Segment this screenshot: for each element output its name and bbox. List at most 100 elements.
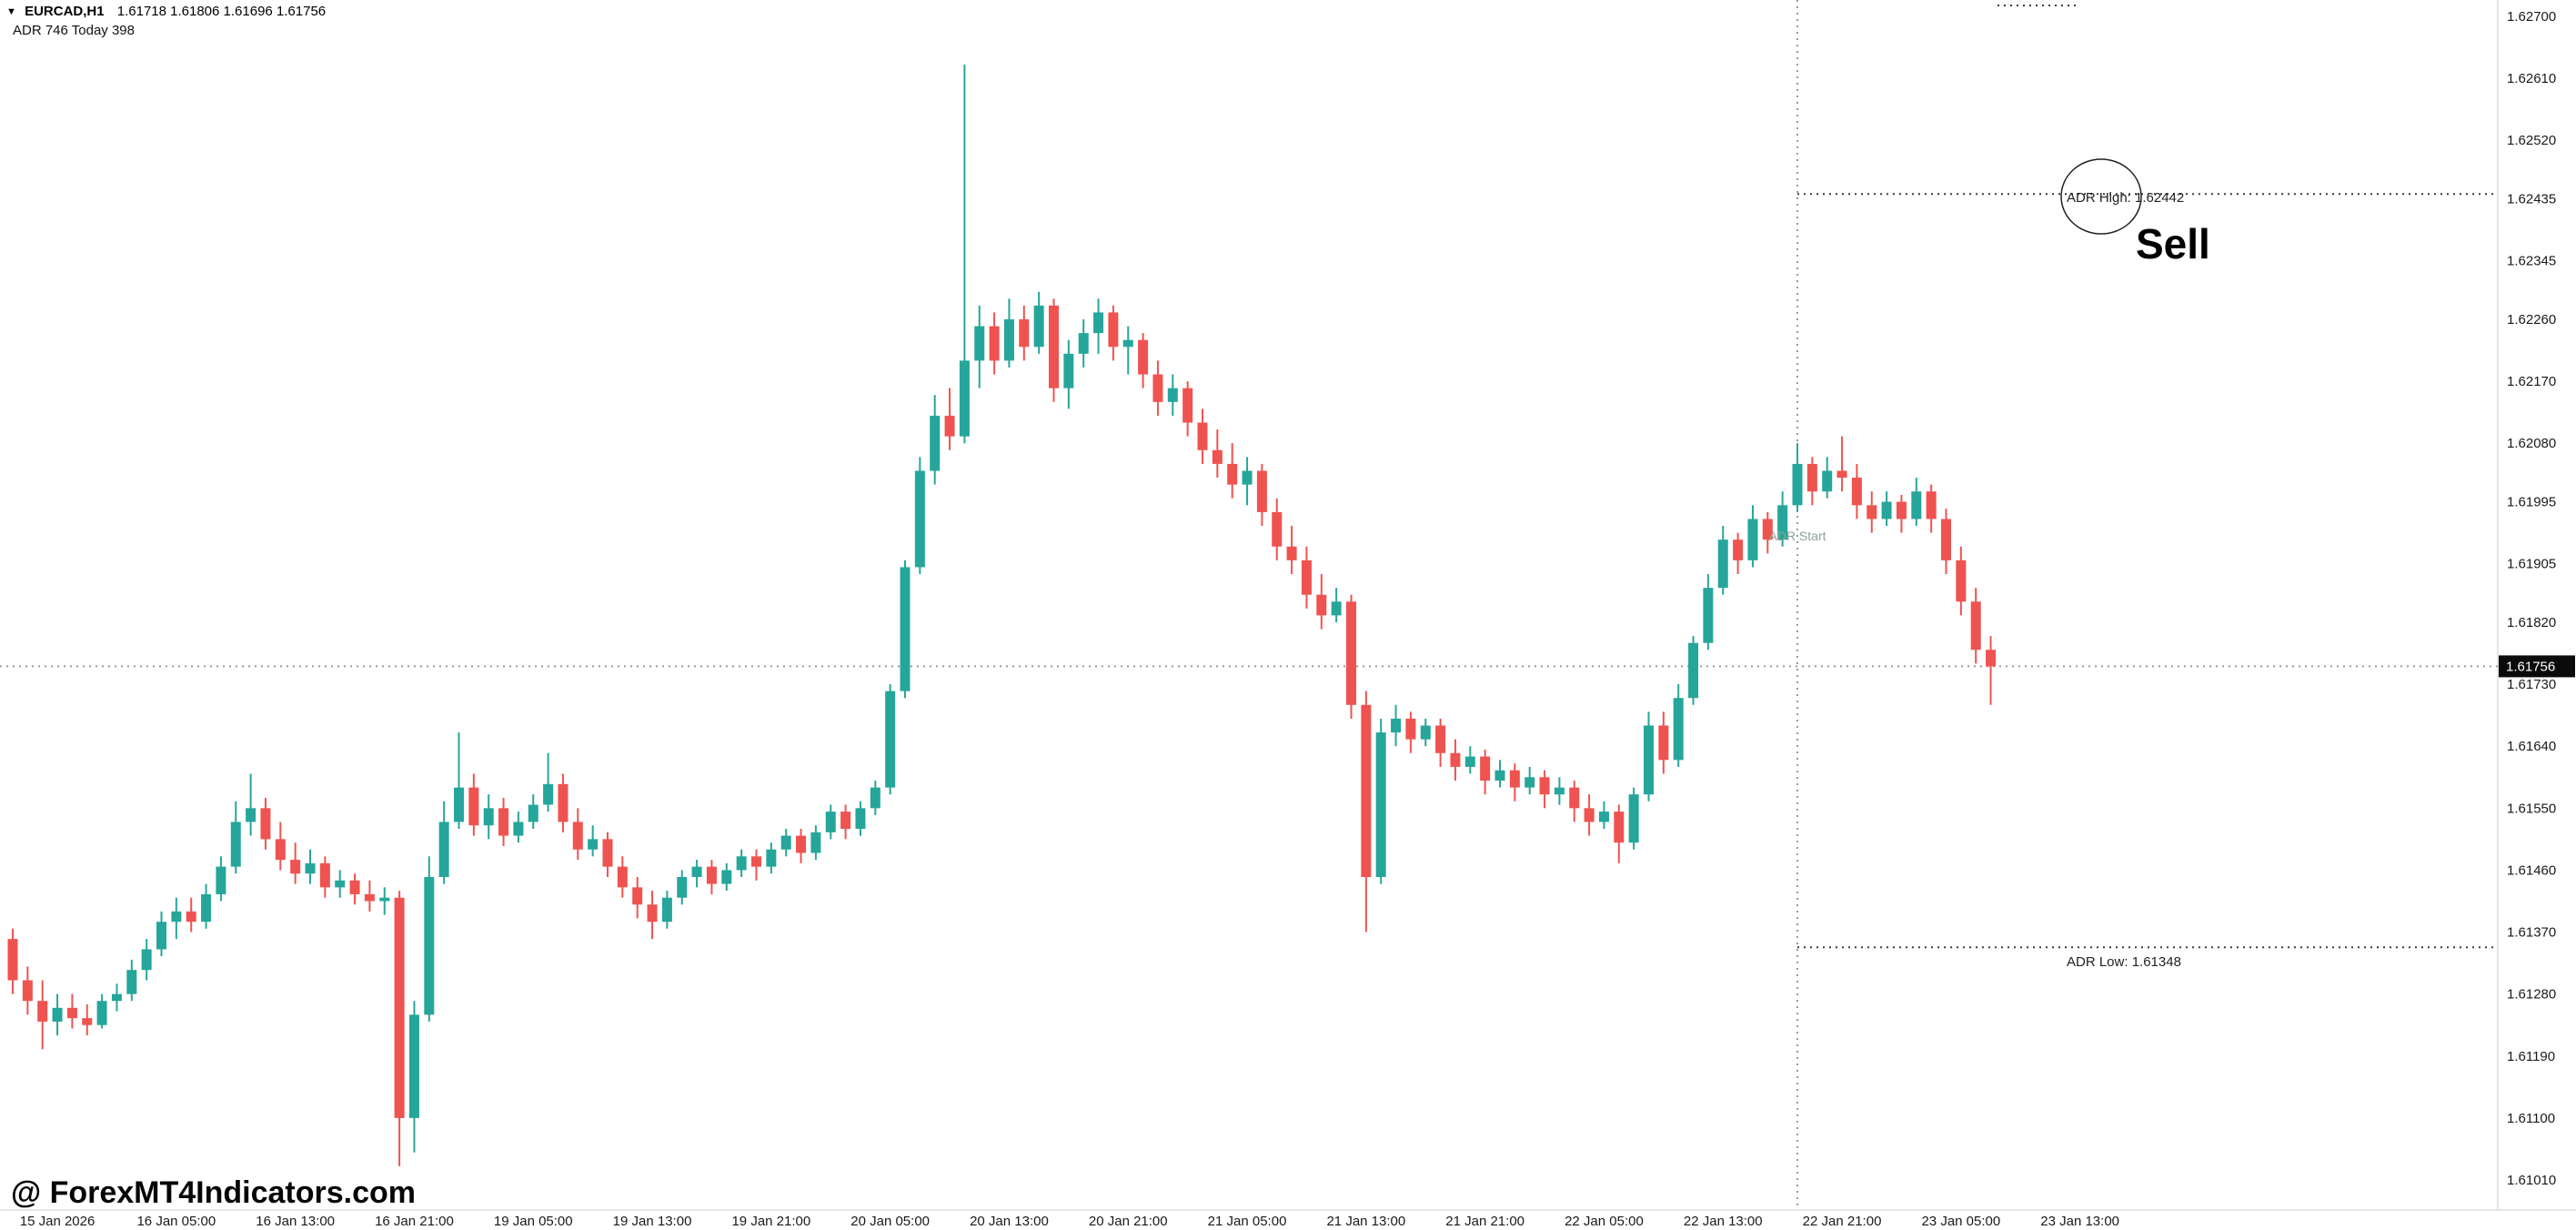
price-axis-label: 1.61640 bbox=[2507, 739, 2556, 754]
candle-body bbox=[1435, 725, 1446, 753]
candle bbox=[468, 773, 479, 836]
candle-body bbox=[825, 812, 836, 832]
candle-body bbox=[1747, 519, 1758, 560]
candle-body bbox=[1331, 601, 1342, 616]
candle-body bbox=[1956, 560, 1967, 602]
candle-body bbox=[900, 567, 911, 691]
time-axis-label: 19 Jan 05:00 bbox=[494, 1214, 573, 1229]
time-axis-label: 19 Jan 13:00 bbox=[613, 1214, 692, 1229]
price-axis-label: 1.62080 bbox=[2507, 436, 2556, 451]
candle bbox=[1480, 749, 1491, 795]
candle bbox=[1078, 318, 1089, 368]
candle-body bbox=[989, 326, 1000, 361]
candle bbox=[1747, 505, 1758, 568]
candle bbox=[1539, 770, 1550, 809]
candle bbox=[1122, 326, 1133, 375]
candle bbox=[7, 928, 18, 994]
candle-body bbox=[840, 812, 851, 830]
candle bbox=[1673, 684, 1684, 767]
candle-body bbox=[1167, 388, 1178, 402]
candle-body bbox=[1078, 333, 1089, 354]
candle-body bbox=[1569, 787, 1580, 809]
candle bbox=[394, 891, 405, 1166]
candle-body bbox=[1851, 478, 1862, 506]
candle-body bbox=[1122, 339, 1133, 348]
candle-body bbox=[1628, 794, 1639, 843]
ohlc-values: 1.61718 1.61806 1.61696 1.61756 bbox=[116, 4, 327, 19]
candle bbox=[1464, 746, 1475, 774]
candle-body bbox=[1063, 353, 1074, 388]
collapse-triangle-icon[interactable]: ▼ bbox=[6, 6, 16, 17]
candle bbox=[1049, 298, 1059, 402]
candle-body bbox=[1673, 698, 1684, 761]
candle-body bbox=[52, 1007, 63, 1022]
candle-body bbox=[1405, 718, 1416, 740]
candle-body bbox=[1941, 519, 1951, 560]
candle bbox=[885, 684, 896, 795]
candle bbox=[944, 388, 955, 450]
chart-header: ▼ EURCAD,H1 1.61718 1.61806 1.61696 1.61… bbox=[6, 4, 326, 19]
candle-body bbox=[1420, 725, 1431, 740]
candle-body bbox=[1346, 601, 1356, 705]
candle-body bbox=[1881, 501, 1892, 519]
candle-body bbox=[335, 880, 346, 888]
candle-body bbox=[96, 1001, 107, 1025]
candle bbox=[171, 897, 182, 940]
candle bbox=[1970, 588, 1981, 664]
candle-body bbox=[780, 835, 791, 850]
candle-body bbox=[230, 822, 241, 867]
candle bbox=[751, 849, 761, 881]
candle bbox=[230, 801, 241, 874]
candle-body bbox=[528, 804, 538, 822]
candle bbox=[1405, 711, 1416, 753]
candle-body bbox=[885, 691, 896, 788]
candle-body bbox=[1688, 642, 1699, 699]
candle-body bbox=[677, 877, 688, 898]
candle-body bbox=[1970, 601, 1981, 650]
candle-body bbox=[1986, 650, 1997, 667]
candle-body bbox=[275, 839, 286, 861]
candle bbox=[1941, 509, 1951, 575]
candle bbox=[335, 870, 346, 898]
adr-low-label: ADR Low: 1.61348 bbox=[2067, 954, 2181, 970]
candle-body bbox=[1152, 374, 1163, 402]
candle bbox=[66, 993, 77, 1029]
candle-body bbox=[796, 835, 807, 853]
candle-body bbox=[572, 822, 583, 850]
candle bbox=[126, 959, 137, 1002]
candle bbox=[647, 891, 658, 940]
candle bbox=[1867, 491, 1877, 533]
candle-body bbox=[1464, 756, 1475, 767]
candle bbox=[1242, 457, 1253, 506]
candle-body bbox=[319, 862, 330, 888]
candle-body bbox=[914, 470, 925, 568]
candle-body bbox=[1539, 777, 1550, 795]
candle-body bbox=[141, 949, 152, 971]
current-price-tag bbox=[2499, 655, 2575, 678]
candle bbox=[1212, 429, 1223, 479]
candle-body bbox=[617, 866, 628, 888]
candle bbox=[855, 801, 866, 836]
candle bbox=[52, 993, 63, 1036]
candle bbox=[840, 804, 851, 840]
candle-body bbox=[766, 849, 777, 867]
candle bbox=[305, 849, 316, 884]
time-axis-label: 16 Jan 05:00 bbox=[136, 1214, 216, 1229]
candle-body bbox=[454, 787, 464, 822]
price-axis-label: 1.61820 bbox=[2507, 615, 2556, 630]
candle bbox=[1956, 546, 1967, 616]
candle bbox=[1986, 636, 1997, 705]
candle bbox=[1911, 478, 1922, 527]
candle-body bbox=[1822, 470, 1833, 492]
candle bbox=[22, 966, 33, 1015]
candle bbox=[1420, 718, 1431, 747]
candle-body bbox=[349, 880, 360, 894]
candle bbox=[1792, 443, 1803, 512]
candle bbox=[1108, 305, 1119, 361]
time-axis-label: 22 Jan 21:00 bbox=[1803, 1214, 1882, 1229]
candle-body bbox=[438, 822, 449, 878]
candle-body bbox=[1480, 756, 1491, 781]
time-axis-label: 22 Jan 13:00 bbox=[1684, 1214, 1763, 1229]
